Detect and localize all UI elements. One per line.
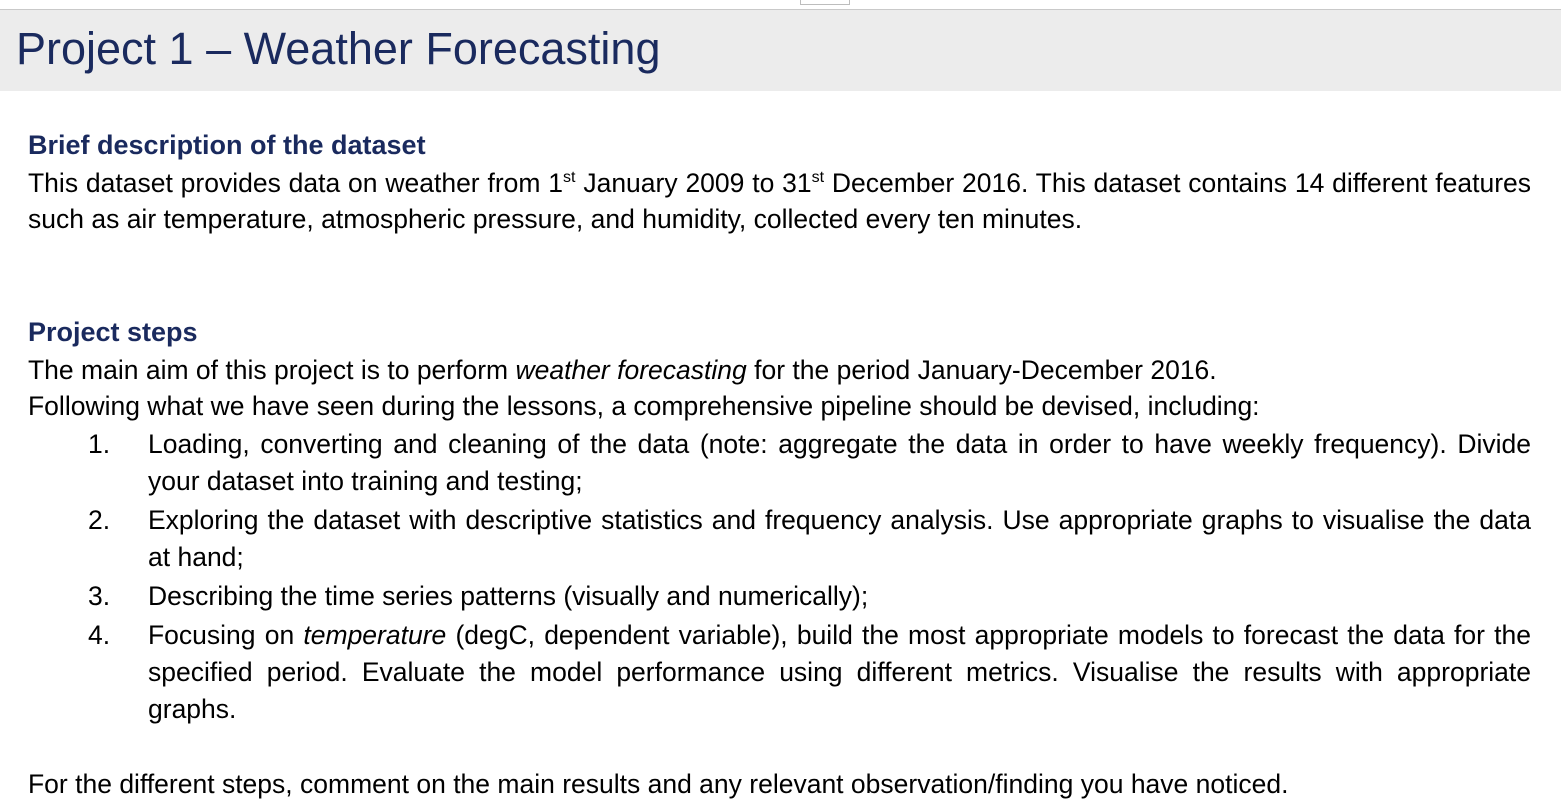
list-item: 2. Exploring the dataset with descriptiv…: [28, 502, 1531, 576]
step-text: Loading, converting and cleaning of the …: [148, 429, 1531, 496]
step-text-part: Focusing on: [148, 620, 304, 650]
project-steps-heading: Project steps: [28, 317, 198, 347]
step-text-part: (degC, dependent variable), build the mo…: [148, 620, 1531, 724]
step-emphasis: temperature: [303, 620, 447, 650]
step-text: Describing the time series patterns (vis…: [148, 581, 869, 611]
list-item: 1. Loading, converting and cleaning of t…: [28, 426, 1531, 500]
dataset-text-2: January 2009 to 31: [575, 168, 812, 198]
top-divider: [0, 9, 1561, 10]
aim-text-1: The main aim of this project is to perfo…: [28, 355, 516, 385]
page-title: Project 1 – Weather Forecasting: [16, 23, 661, 74]
step-number: 1.: [88, 429, 111, 459]
dataset-heading: Brief description of the dataset: [28, 130, 426, 160]
step-number: 3.: [88, 581, 111, 611]
list-item: 3. Describing the time series patterns (…: [28, 578, 1531, 615]
step-number: 4.: [88, 620, 111, 650]
ruler-tab[interactable]: [800, 0, 850, 5]
steps-list: 1. Loading, converting and cleaning of t…: [28, 426, 1531, 728]
ordinal-suffix: st: [811, 169, 825, 187]
dataset-text-1: This dataset provides data on weather fr…: [28, 168, 564, 198]
step-number: 2.: [88, 505, 111, 535]
step-text: Exploring the dataset with descriptive s…: [148, 505, 1531, 572]
dataset-description: This dataset provides data on weather fr…: [28, 165, 1531, 237]
document-body: Brief description of the dataset This da…: [28, 125, 1531, 802]
pipeline-intro: Following what we have seen during the l…: [28, 391, 1260, 421]
dataset-text-3: December 2016. This dataset contains 14 …: [28, 168, 1532, 234]
aim-text-2: for the period January-December 2016.: [746, 355, 1217, 385]
project-aim: The main aim of this project is to perfo…: [28, 352, 1531, 388]
title-band: [0, 10, 1561, 91]
step-text: Focusing on temperature (degC, dependent…: [148, 617, 1531, 728]
list-item: 4. Focusing on temperature (degC, depend…: [28, 617, 1531, 728]
closing-note: For the different steps, comment on the …: [28, 769, 1289, 799]
ordinal-suffix: st: [563, 169, 576, 187]
aim-emphasis: weather forecasting: [515, 355, 747, 385]
